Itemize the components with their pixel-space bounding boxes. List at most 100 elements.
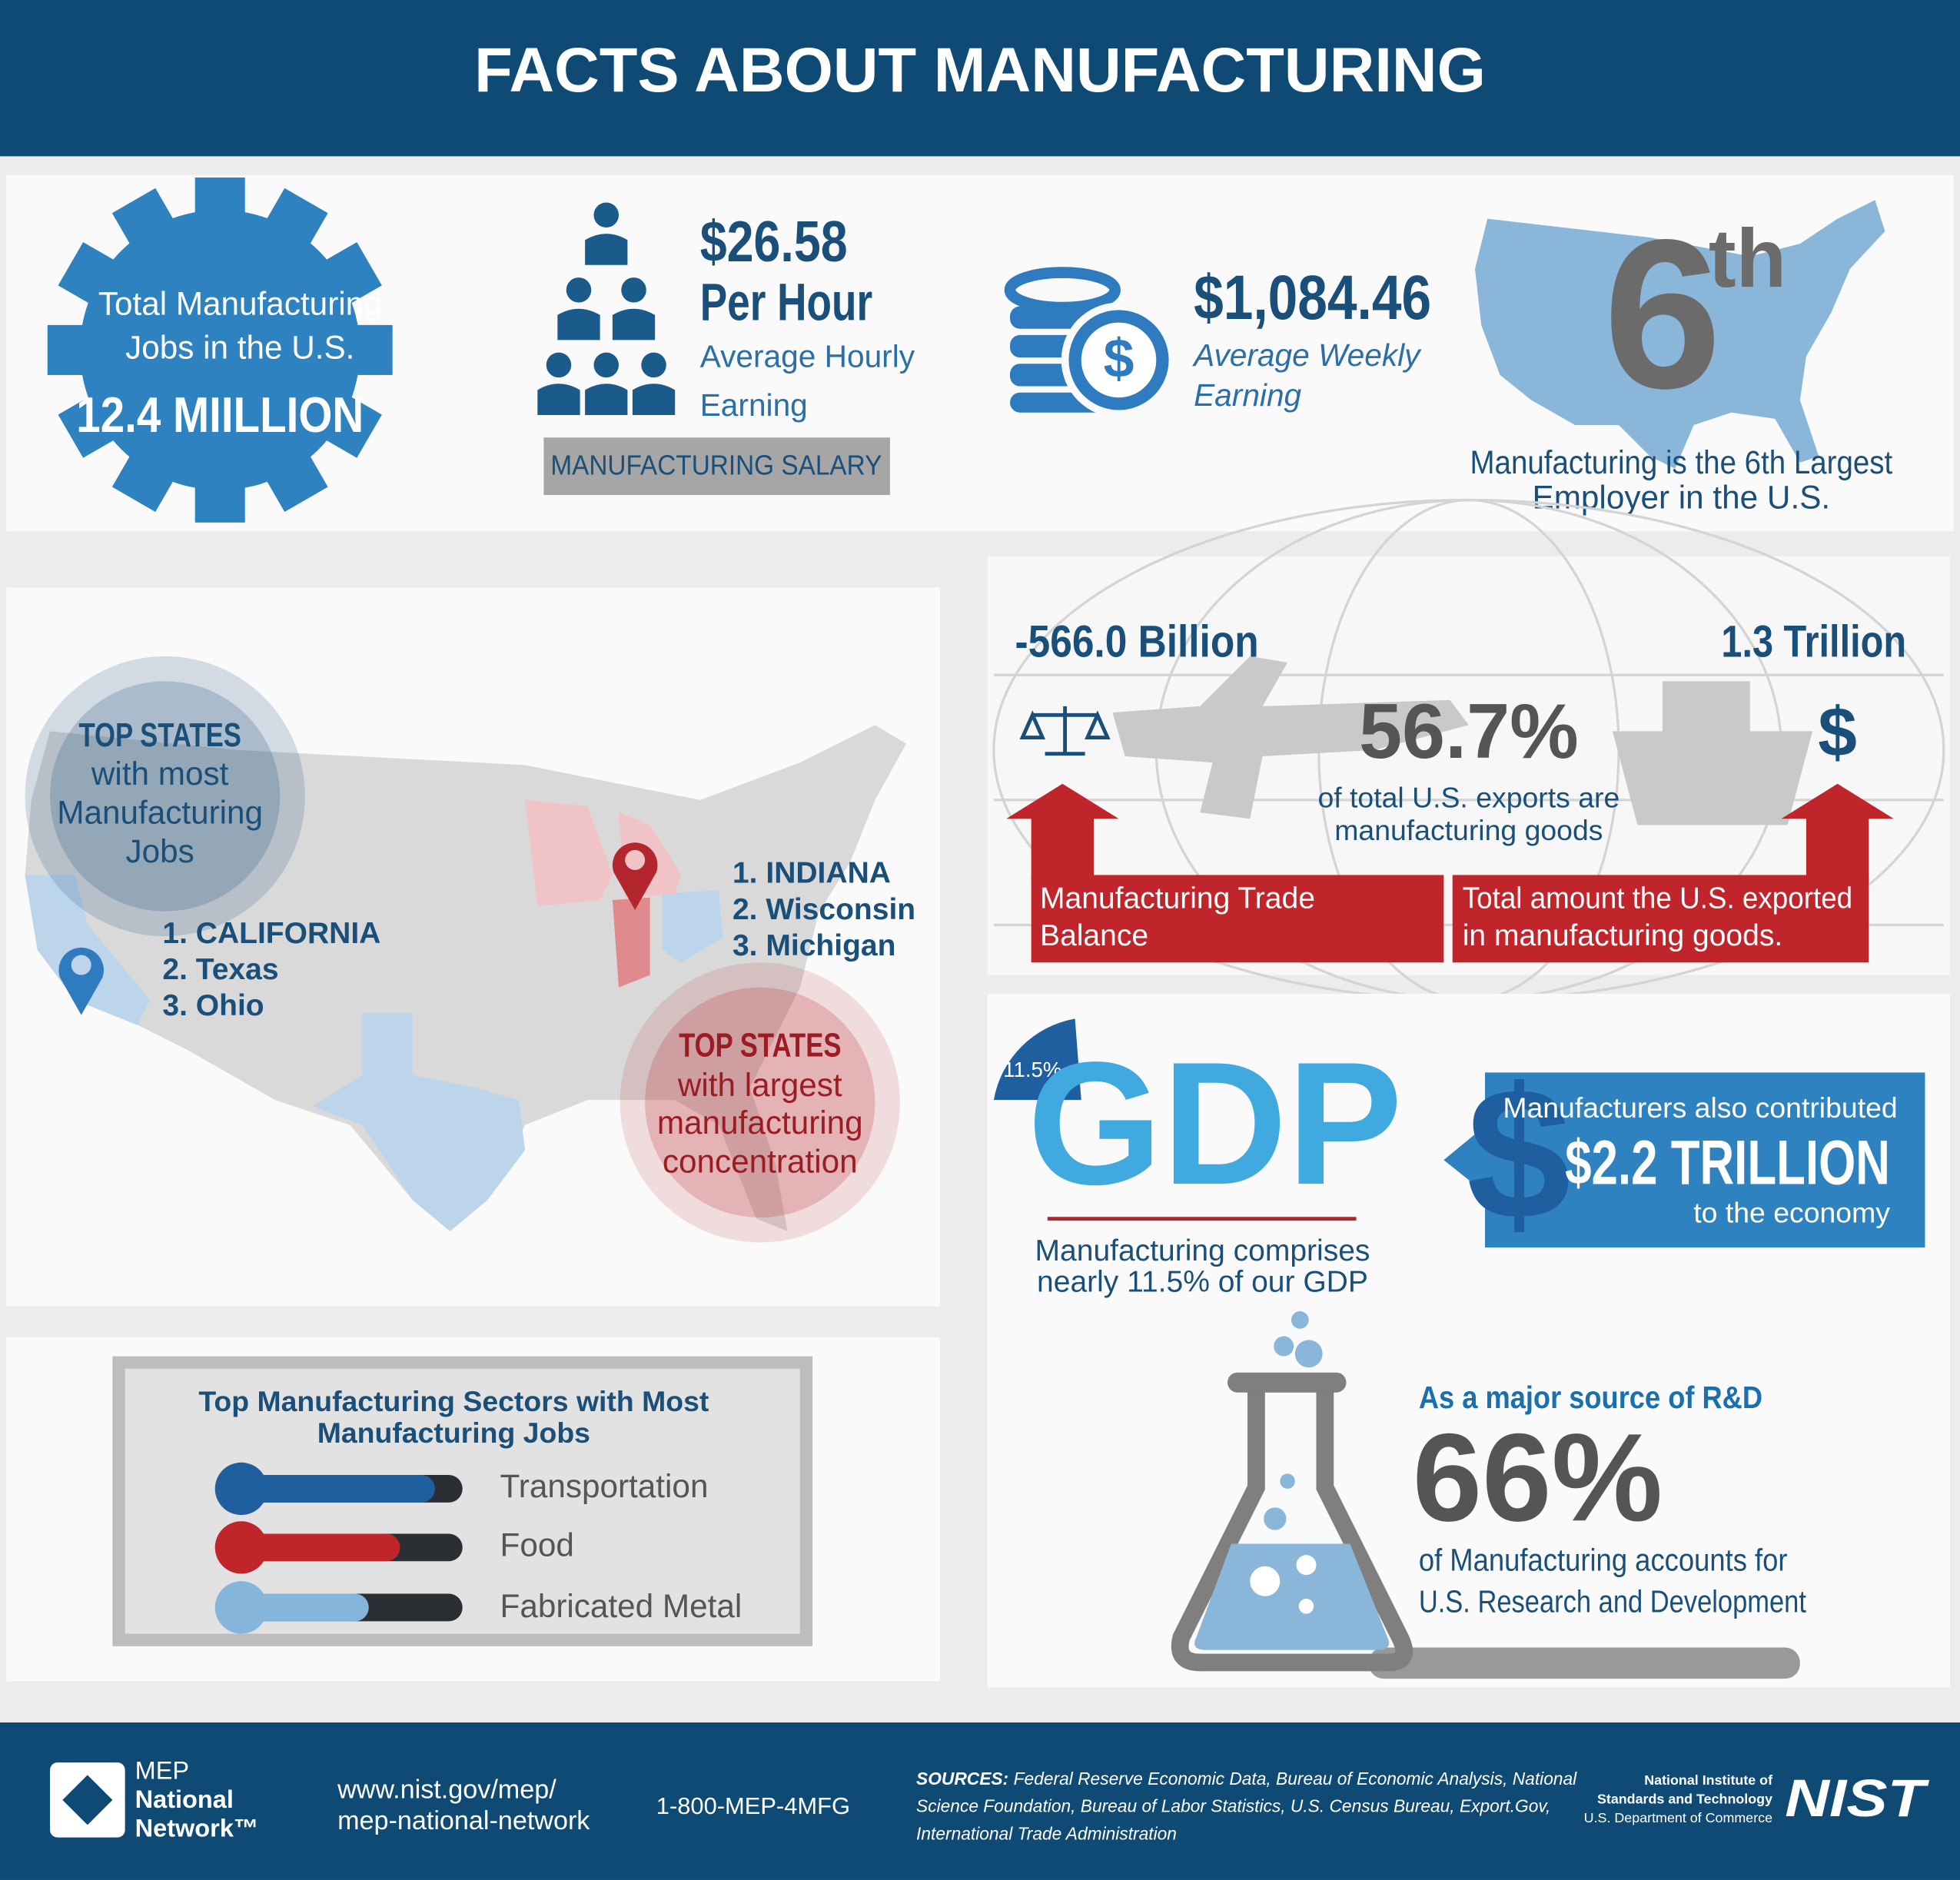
- salary-caption: Earning: [700, 387, 808, 423]
- flask-icon: [1171, 1311, 1800, 1679]
- red-arrow: [1006, 783, 1894, 963]
- workers-icon-part: [557, 308, 600, 340]
- trade-exports: 1.3 Trillion: [1721, 617, 1906, 667]
- highlight-circle: [25, 656, 305, 937]
- jobs-value: 12.4 MIILLION: [76, 387, 364, 443]
- mep-logo-part: [62, 1775, 113, 1825]
- states-map-part: [662, 889, 723, 963]
- salary-label: MANUFACTURING SALARY: [550, 450, 882, 481]
- states-heading: TOP STATES: [78, 716, 241, 754]
- workers-icon-part: [632, 384, 676, 415]
- gdp-caption: nearly 11.5% of our GDP: [1037, 1266, 1368, 1299]
- flask-icon-part: [1294, 1340, 1323, 1368]
- scale-icon: [1019, 706, 1111, 756]
- gdp-caption: Manufacturing comprises: [1035, 1234, 1370, 1267]
- highlight-circle: [645, 987, 875, 1218]
- employer-rank: 6: [1603, 195, 1722, 433]
- workers-icon-part: [593, 202, 620, 228]
- red-arrow-part: [1806, 817, 1869, 880]
- flask-icon-part: [1274, 1336, 1294, 1357]
- sector-name: Food: [500, 1527, 574, 1563]
- state-item: 2. Texas: [162, 953, 278, 986]
- states-map-part: [312, 1012, 526, 1231]
- ship-icon: [1612, 681, 1813, 825]
- sector-bar-part: [214, 1521, 268, 1574]
- states-caption: Jobs: [126, 833, 194, 869]
- plane-icon: [1112, 656, 1469, 819]
- flask-icon-part: [1296, 1555, 1317, 1576]
- brand: Network™: [135, 1815, 259, 1842]
- salary-unit: Per Hour: [700, 274, 872, 332]
- workers-icon-part: [537, 384, 580, 415]
- salary-amount: $26.58: [700, 209, 848, 274]
- rnd-share: 66%: [1413, 1408, 1663, 1547]
- rnd-lead: As a major source of R&D: [1419, 1380, 1762, 1415]
- map-pin-part: [58, 947, 104, 1015]
- trade-balance: -566.0 Billion: [1015, 617, 1259, 667]
- sector-bar: [214, 1462, 463, 1516]
- sectors-title: Manufacturing Jobs: [317, 1417, 590, 1449]
- coins-icon: $: [1004, 267, 1177, 418]
- flask-icon-part: [1227, 1372, 1347, 1393]
- trade-label: in manufacturing goods.: [1463, 919, 1782, 952]
- brand: National: [135, 1785, 234, 1813]
- flask-icon-part: [1250, 1566, 1281, 1596]
- sources: SOURCES: Federal Reserve Economic Data, B…: [916, 1769, 1577, 1789]
- salary-caption: Average Hourly: [700, 339, 915, 374]
- states-map-part: [612, 897, 650, 988]
- nist-logo: NIST: [1785, 1769, 1929, 1828]
- employer-caption: Employer in the U.S.: [1533, 480, 1831, 516]
- url: mep-national-network: [337, 1806, 590, 1835]
- states-map-part: [525, 799, 613, 907]
- flask-icon-part: [1264, 1507, 1287, 1530]
- workers-icon-part: [593, 352, 620, 378]
- header: FACTS ABOUT MANUFACTURING: [0, 0, 1960, 157]
- flask-icon-part: [1291, 1311, 1309, 1329]
- footer: [0, 1722, 1960, 1880]
- workers-icon-part: [621, 277, 646, 303]
- trade-label: Balance: [1040, 919, 1148, 952]
- export-caption: manufacturing goods: [1334, 814, 1603, 846]
- gdp-share: 11.5%: [1003, 1058, 1061, 1081]
- employer-rank-suffix: th: [1709, 212, 1786, 304]
- state-item: 3. Michigan: [733, 929, 895, 962]
- jobs-label: Jobs in the U.S.: [125, 330, 354, 366]
- red-arrow-part: [1781, 783, 1894, 819]
- map-pin-part: [625, 849, 646, 870]
- state-item: 3. Ohio: [162, 989, 264, 1022]
- gdp-word: GDP: [1028, 1026, 1403, 1221]
- workers-icon-part: [641, 352, 666, 378]
- workers-icon-part: [585, 234, 628, 265]
- red-arrow-part: [1031, 817, 1094, 880]
- flask-icon-part: [1194, 1543, 1390, 1650]
- states-map: [25, 725, 907, 1231]
- flask-icon-part: [1298, 1599, 1314, 1614]
- sector-bar-part: [241, 1475, 435, 1503]
- gear-icon: [47, 177, 393, 523]
- coin-symbol: $: [1104, 328, 1134, 390]
- trade-label: Manufacturing Trade: [1040, 882, 1315, 915]
- scale-icon-part: [1019, 710, 1111, 739]
- rnd-caption: of Manufacturing accounts for: [1419, 1543, 1788, 1578]
- map-pin-part: [612, 842, 658, 910]
- state-item: 1. CALIFORNIA: [162, 917, 380, 950]
- sources-line: Science Foundation, Bureau of Labor Stat…: [916, 1796, 1550, 1816]
- label-box: [543, 437, 890, 496]
- mep-logo: [50, 1762, 125, 1838]
- flask-icon-part: [1368, 1647, 1800, 1679]
- red-arrow-part: [1031, 875, 1444, 963]
- workers-icon-part: [566, 277, 592, 303]
- map-pin-part: [71, 955, 91, 975]
- sources-line: Federal Reserve Economic Data, Bureau of…: [1014, 1769, 1577, 1789]
- sector-name: Transportation: [500, 1468, 709, 1504]
- export-caption: of total U.S. exports are: [1317, 782, 1619, 814]
- states-caption: manufacturing: [657, 1104, 863, 1141]
- contribution-box: [1485, 1072, 1925, 1248]
- us-map: [1475, 200, 1885, 469]
- contribution-lead: Manufacturers also contributed: [1503, 1091, 1897, 1124]
- contribution-amount: $2.2 TRILLION: [1565, 1128, 1890, 1197]
- nist-name: U.S. Department of Commerce: [1584, 1810, 1772, 1825]
- sector-bar-part: [241, 1593, 369, 1622]
- workers-icon-part: [546, 352, 572, 378]
- jobs-label: Total Manufacturing: [98, 286, 382, 322]
